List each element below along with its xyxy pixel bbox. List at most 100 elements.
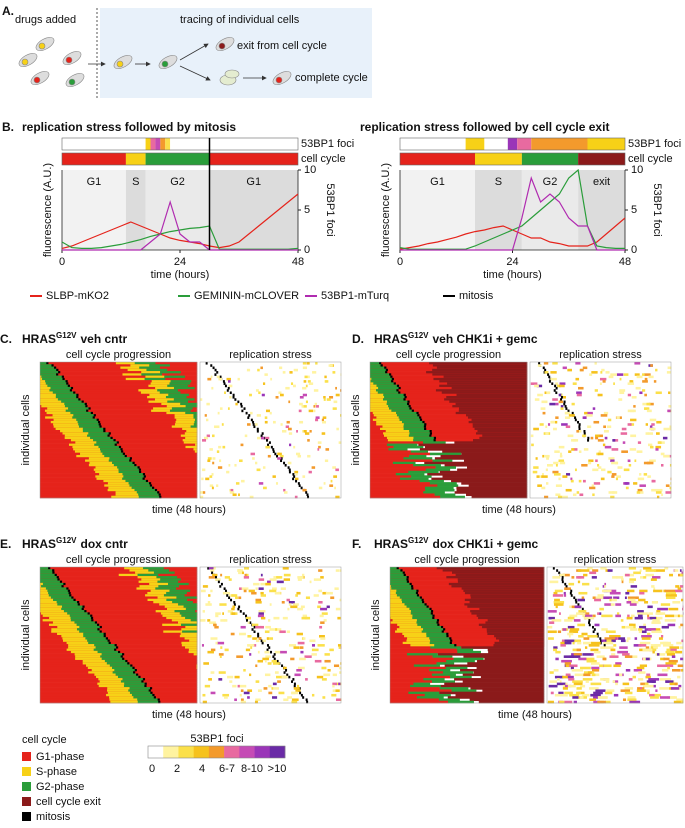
heatmap-cell [640,569,642,572]
heatmap-cell [665,615,674,618]
heatmap-cell [287,630,290,633]
heatmap-cell [91,617,93,620]
title-prefix: HRAS [374,332,408,346]
heatmap-cell [306,401,308,404]
heatmap-cell [301,606,305,609]
heatmap-cell [119,446,121,449]
heatmap-cell [83,660,105,663]
heatmap-cell [113,671,134,674]
heatmap-cell [75,655,100,658]
heatmap-cell [565,405,567,408]
heatmap-cell [416,412,418,415]
heatmap-cell [370,462,393,465]
heatmap-cell [592,669,599,672]
heatmap-cell [595,587,599,590]
heatmap-cell [587,635,594,638]
heatmap-cell [661,453,665,456]
heatmap-cell [284,671,286,674]
heatmap-cell [561,660,572,663]
heatmap-cell [549,581,558,584]
heatmap-cell [277,581,284,584]
heatmap-cell [463,655,544,658]
heatmap-cell [129,569,148,572]
heatmap-cell [207,378,211,381]
strip-segment [170,138,298,150]
heatmap-cell [452,572,544,575]
heatmap-cell [268,662,272,665]
heatmap-cell [244,692,250,695]
heatmap-cell [631,601,639,604]
heatmap-cell [390,612,411,615]
heatmap-cell [488,649,545,652]
heatmap-cell [639,626,646,629]
heatmap-cell [223,446,226,449]
heatmap-cell [212,462,214,465]
heatmap-cell [250,646,252,649]
heatmap-cell [40,649,197,652]
heatmap-cell [261,574,263,577]
heatmap-cell [627,601,632,604]
heatmap-cell [241,587,248,590]
heatmap-cell [313,410,315,413]
heatmap-cell [184,606,198,609]
heatmap-cell [122,478,143,481]
heatmap-cell [637,667,645,670]
heatmap-cell [571,480,574,483]
heatmap-cell [427,606,429,609]
heatmap-cell [220,376,222,379]
heatmap-cell [238,685,240,688]
heatmap-cell [130,687,151,690]
heatmap-cell [225,385,227,388]
heatmap-cell [582,674,590,677]
heatmap-cell [78,398,80,401]
heatmap-cell [571,667,574,670]
heatmap-cell [213,624,217,627]
heatmap-cell [429,362,527,365]
heatmap-cell [258,689,262,692]
heatmap-cell [586,680,589,683]
heatmap-cell [75,441,96,444]
heatmap-cell [249,590,255,593]
heatmap-cell [548,376,550,379]
cell-cycle-heatmap [390,567,544,703]
heatmap-cell [554,601,564,604]
heatmap-cell [280,651,287,654]
heatmap-cell [55,574,57,577]
heatmap-cell [99,425,101,428]
heatmap-cell [108,482,129,485]
heatmap-cell [574,653,582,656]
heatmap-cell [209,475,212,478]
heatmap-cell [549,380,551,383]
heatmap-cell [403,642,430,645]
heatmap-cell [574,619,581,622]
heatmap-cell [582,435,586,438]
heatmap-cell [557,678,560,681]
strip-segment [210,153,299,165]
heatmap-cell [370,453,430,456]
heatmap-cell [636,596,638,599]
heatmap-cell [417,414,419,417]
heatmap-cell [305,376,308,379]
heatmap-cell [477,660,544,663]
heatmap-cell [625,687,634,690]
heatmap-cell [76,394,78,397]
heatmap-cell [213,457,216,460]
heatmap-cell [230,391,232,394]
heatmap-cell [183,439,198,442]
heatmap-cell [256,640,259,643]
heatmap-cell [593,696,598,699]
heatmap-cell [423,491,445,494]
heatmap-cell [275,671,279,674]
heatmap-cell [268,455,271,458]
heatmap-cell [422,630,442,633]
heatmap-cell [583,642,591,645]
heatmap-cell [40,646,197,649]
heatmap-cell [463,590,544,593]
heatmap-cell [257,369,260,372]
heatmap-cell [561,405,564,408]
heatmap-cell [224,391,226,394]
heatmap-cell [338,683,340,686]
heatmap-cell [399,387,401,390]
heatmap-cell [258,660,263,663]
heatmap-cell [547,464,553,467]
